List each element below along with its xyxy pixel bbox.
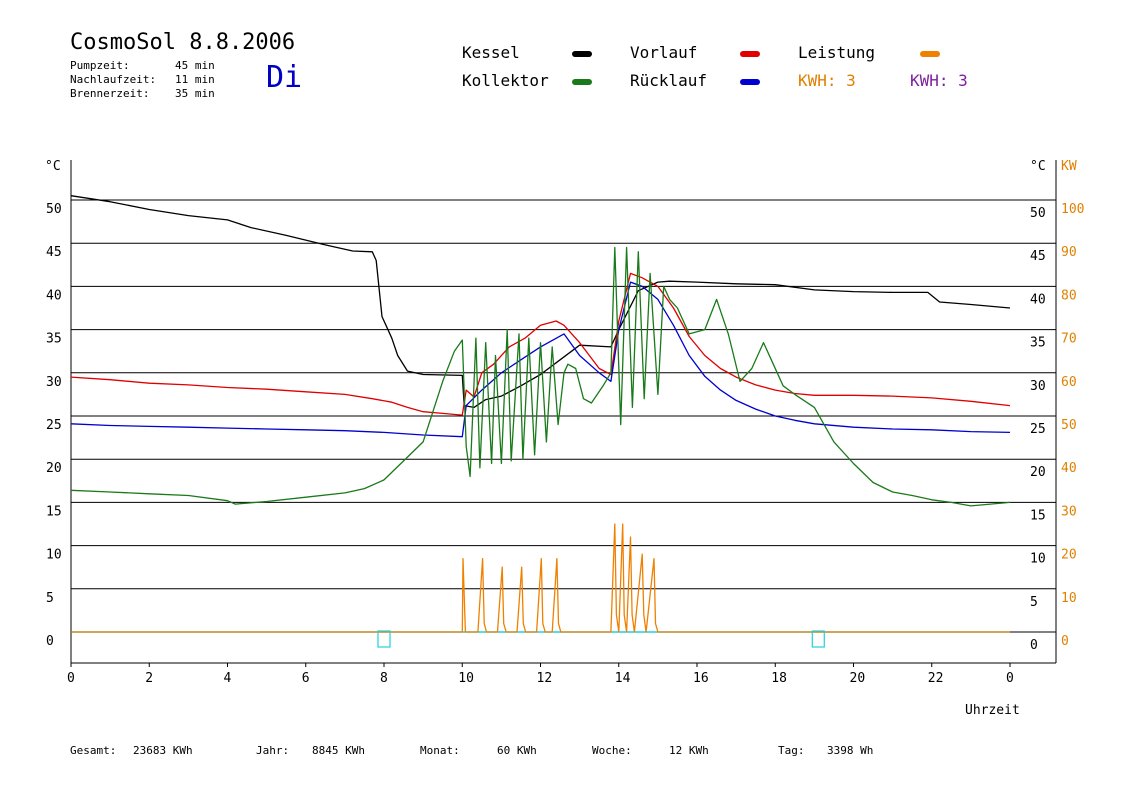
kw-tick: 30 — [1061, 504, 1077, 519]
y-tick-right: 15 — [1030, 508, 1046, 523]
y-tick-left: 15 — [46, 504, 62, 519]
weekday-label: Di — [266, 60, 303, 95]
x-tick: 0 — [1006, 671, 1014, 686]
footer-monat-label: Monat: — [420, 744, 460, 757]
x-tick: 14 — [615, 671, 631, 686]
y-axis-right-unit: °C — [1030, 159, 1046, 174]
footer-monat-value: 60 KWh — [497, 744, 537, 757]
footer-jahr-label: Jahr: — [256, 744, 290, 757]
x-axis-label: Uhrzeit — [965, 703, 1020, 718]
legend-ruecklauf-label: Rücklauf — [630, 71, 708, 90]
legend-vorlauf-swatch — [740, 51, 760, 57]
legend-leistung-swatch — [920, 51, 940, 57]
x-tick: 16 — [693, 671, 709, 686]
y-tick-right: 10 — [1030, 552, 1046, 567]
y-tick-left: 25 — [46, 418, 62, 433]
kw-tick: 60 — [1061, 375, 1077, 390]
series-kollektor — [70, 246, 1011, 507]
y-tick-left: 5 — [46, 591, 54, 606]
legend-kwh-orange: KWH: 3 — [798, 71, 856, 90]
kw-tick: 50 — [1061, 418, 1077, 433]
x-tick: 20 — [850, 671, 866, 686]
y-tick-right: 35 — [1030, 336, 1046, 351]
x-tick: 6 — [302, 671, 310, 686]
x-tick: 10 — [458, 671, 474, 686]
info-nachlaufzeit-value: 11 min — [175, 73, 215, 86]
series-rücklauf — [70, 281, 1011, 438]
y-tick-right: 0 — [1030, 638, 1038, 653]
info-nachlaufzeit-label: Nachlaufzeit: — [70, 73, 157, 86]
y-tick-right: 5 — [1030, 595, 1038, 610]
footer-woche-label: Woche: — [592, 744, 632, 757]
kw-tick: 90 — [1061, 245, 1077, 260]
footer-tag-value: 3398 Wh — [827, 744, 874, 757]
marker-1 — [377, 630, 391, 648]
y-tick-left: 35 — [46, 332, 62, 347]
x-tick: 4 — [224, 671, 232, 686]
y-tick-left: 40 — [46, 288, 62, 303]
y-tick-left: 0 — [46, 634, 54, 649]
kw-tick: 20 — [1061, 548, 1077, 563]
y-tick-right: 50 — [1030, 206, 1046, 221]
kw-tick: 70 — [1061, 332, 1077, 347]
y-tick-right: 40 — [1030, 292, 1046, 307]
footer-gesamt-label: Gesamt: — [70, 744, 117, 757]
footer-gesamt-value: 23683 KWh — [133, 744, 193, 757]
y-tick-right: 30 — [1030, 379, 1046, 394]
legend-leistung-label: Leistung — [798, 43, 876, 62]
kw-tick: 0 — [1061, 634, 1069, 649]
legend-kessel-label: Kessel — [462, 43, 520, 62]
y-tick-right: 25 — [1030, 422, 1046, 437]
info-brennerzeit-label: Brennerzeit: — [70, 87, 150, 100]
legend-ruecklauf-swatch — [740, 79, 760, 85]
y-tick-right: 20 — [1030, 465, 1046, 480]
x-tick: 18 — [771, 671, 787, 686]
y-tick-left: 45 — [46, 245, 62, 260]
y-tick-left: 50 — [46, 202, 62, 217]
x-tick: 12 — [537, 671, 553, 686]
series-vorlauf — [70, 272, 1011, 416]
x-tick: 8 — [380, 671, 388, 686]
y-tick-right: 45 — [1030, 249, 1046, 264]
series-leistung — [71, 523, 1010, 633]
x-tick: 22 — [928, 671, 944, 686]
series-kessel — [70, 195, 1011, 409]
y-tick-left: 10 — [46, 548, 62, 563]
chart-title: CosmoSol 8.8.2006 — [70, 30, 296, 55]
legend-kollektor-swatch — [572, 79, 592, 85]
legend-kessel-swatch — [572, 51, 592, 57]
x-tick: 0 — [67, 671, 75, 686]
y-tick-left: 30 — [46, 375, 62, 390]
legend-kwh-purple: KWH: 3 — [910, 71, 968, 90]
kw-tick: 40 — [1061, 461, 1077, 476]
marker-2 — [811, 630, 825, 648]
legend-kollektor-label: Kollektor — [462, 71, 549, 90]
x-tick: 2 — [145, 671, 153, 686]
y-axis-kw-unit: KW — [1061, 159, 1077, 174]
kw-tick: 10 — [1061, 591, 1077, 606]
y-axis-left-unit: °C — [45, 159, 61, 174]
legend-vorlauf-label: Vorlauf — [630, 43, 698, 62]
kw-tick: 100 — [1061, 202, 1084, 217]
info-pumpzeit-value: 45 min — [175, 59, 215, 72]
info-brennerzeit-value: 35 min — [175, 87, 215, 100]
y-tick-left: 20 — [46, 461, 62, 476]
footer-tag-label: Tag: — [778, 744, 805, 757]
info-pumpzeit-label: Pumpzeit: — [70, 59, 130, 72]
footer-woche-value: 12 KWh — [669, 744, 709, 757]
footer-jahr-value: 8845 KWh — [312, 744, 365, 757]
kw-tick: 80 — [1061, 288, 1077, 303]
